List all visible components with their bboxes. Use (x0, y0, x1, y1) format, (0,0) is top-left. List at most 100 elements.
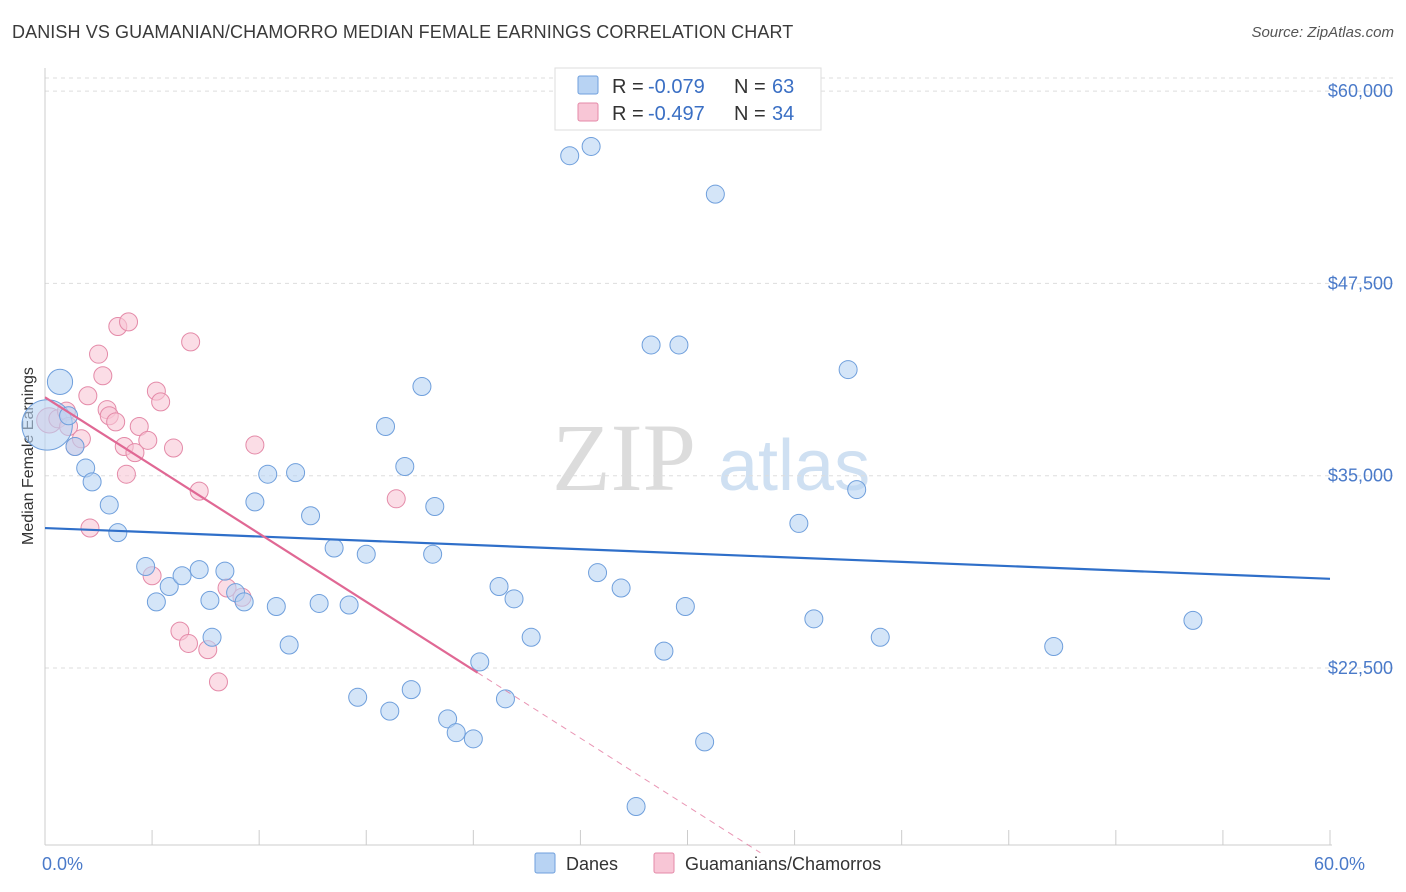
danes-point (611, 578, 631, 598)
y-axis-label: Median Female Earnings (20, 367, 37, 545)
bottom-legend: Danes Guamanians/Chamorros (534, 852, 881, 874)
danes-point (870, 627, 890, 647)
bottom-legend-swatch-danes (534, 852, 556, 874)
guam-point (89, 344, 109, 364)
legend-box (554, 67, 822, 131)
danes-point (309, 593, 329, 613)
legend-n-label-danes: N = (734, 76, 766, 98)
danes-point (489, 577, 509, 597)
danes-point (425, 497, 445, 517)
y-tick-labels: $22,500 $35,000 $47,500 $60,000 (1328, 81, 1393, 678)
watermark-atlas: atlas (718, 426, 870, 506)
legend-r-value-danes: -0.079 (648, 76, 705, 98)
danes-point (234, 592, 254, 612)
guam-point (106, 412, 126, 432)
guam-point (78, 386, 98, 406)
guam-point (93, 366, 113, 386)
legend-n-label-guam: N = (734, 103, 766, 125)
danes-point (789, 513, 809, 533)
danes-point (65, 436, 85, 456)
danes-points (21, 136, 1203, 817)
danes-point (356, 544, 376, 564)
danes-point (847, 480, 867, 500)
bottom-legend-swatch-guam (653, 852, 675, 874)
danes-point (641, 335, 661, 355)
danes-point (348, 687, 368, 707)
danes-point (324, 538, 344, 558)
danes-point (339, 595, 359, 615)
danes-point (401, 680, 421, 700)
danes-point (146, 592, 166, 612)
y-tick-label-2: $47,500 (1328, 273, 1393, 293)
guam-point (119, 312, 139, 332)
danes-point (675, 597, 695, 617)
danes-point (99, 495, 119, 515)
guam-point (189, 481, 209, 501)
danes-point (279, 635, 299, 655)
legend-n-value-guam: 34 (772, 103, 794, 125)
danes-point (654, 641, 674, 661)
danes-point (159, 577, 179, 597)
danes-point (46, 368, 74, 395)
y-tick-label-0: $22,500 (1328, 658, 1393, 678)
guam-point (138, 430, 158, 450)
legend-r-label-guam: R = (612, 103, 644, 125)
danes-point (438, 709, 458, 729)
danes-point (423, 544, 443, 564)
legend-swatch-guam (577, 102, 599, 122)
trend-lines (44, 396, 1331, 854)
danes-point (581, 136, 601, 156)
danes-trend-line (44, 526, 1331, 580)
danes-point (59, 406, 79, 426)
danes-point (189, 560, 209, 580)
danes-point (395, 457, 415, 477)
legend-n-value-danes: 63 (772, 76, 794, 98)
x-tick-label-max: 60.0% (1314, 854, 1365, 874)
x-axis-ticks (44, 830, 1331, 845)
danes-point (560, 146, 580, 166)
legend: R = -0.079 N = 63 R = -0.497 N = 34 (554, 67, 822, 131)
danes-point (1044, 637, 1064, 657)
legend-swatch-danes (577, 75, 599, 95)
danes-point (108, 523, 128, 543)
danes-point (588, 563, 608, 583)
danes-point (200, 590, 220, 610)
guam-point (386, 489, 406, 509)
source-label: Source: ZipAtlas.com (1251, 24, 1394, 41)
guam-point (178, 633, 198, 653)
danes-point (495, 689, 515, 709)
danes-point (669, 335, 689, 355)
danes-point (301, 506, 321, 526)
y-tick-label-1: $35,000 (1328, 466, 1393, 486)
danes-point (286, 463, 306, 483)
danes-point (470, 652, 490, 672)
danes-point (838, 360, 858, 380)
danes-point (463, 729, 483, 749)
danes-point (626, 797, 646, 817)
guam-trend-line (44, 396, 479, 674)
legend-r-label-danes: R = (612, 76, 644, 98)
guam-point (245, 435, 265, 455)
guam-point (80, 518, 100, 538)
bottom-legend-danes: Danes (566, 854, 618, 874)
y-tick-label-3: $60,000 (1328, 81, 1393, 101)
chart-title: DANISH VS GUAMANIAN/CHAMORRO MEDIAN FEMA… (12, 22, 794, 42)
gridlines (45, 77, 1395, 669)
guam-point (116, 464, 136, 484)
danes-point (266, 597, 286, 617)
danes-point (215, 561, 235, 581)
danes-point (804, 609, 824, 629)
x-tick-label-min: 0.0% (42, 854, 83, 874)
danes-point (258, 464, 278, 484)
danes-point (380, 701, 400, 721)
guam-trend-extension (477, 672, 761, 854)
guam-point (129, 416, 149, 436)
watermark-zip: ZIP (552, 404, 696, 511)
danes-point (82, 472, 102, 492)
danes-point (136, 557, 156, 577)
danes-point (245, 492, 265, 512)
guam-point (181, 332, 201, 352)
danes-point (446, 723, 466, 743)
danes-point (202, 627, 222, 647)
